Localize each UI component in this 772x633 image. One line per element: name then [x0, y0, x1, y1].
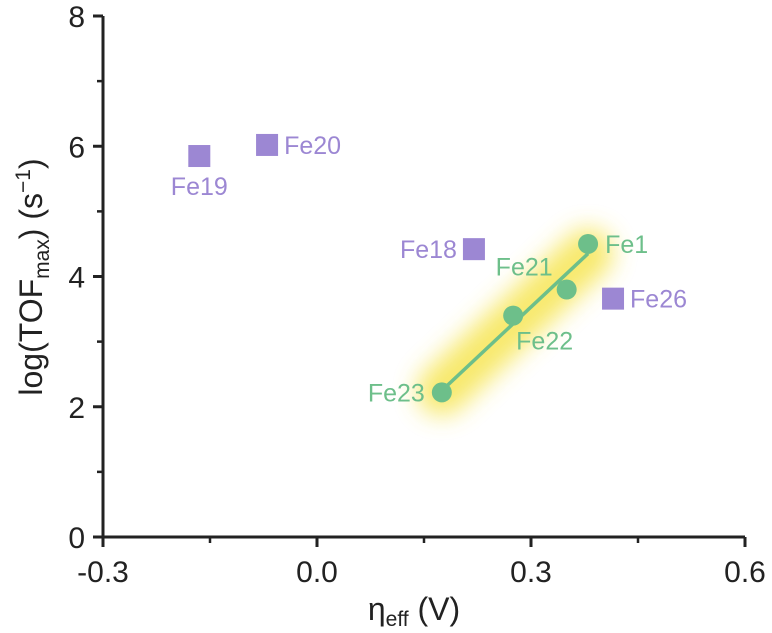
- x-axis-label: ηeff (V): [368, 591, 460, 631]
- x-axis-label-base: η: [368, 591, 386, 627]
- y-tick-label: 8: [68, 1, 85, 34]
- point-label: Fe23: [368, 379, 425, 407]
- x-tick-label: 0.3: [510, 556, 552, 589]
- y-axis-label-sup: −1: [12, 169, 35, 193]
- circle-marker: [556, 279, 577, 300]
- point-label: Fe20: [284, 132, 341, 160]
- y-axis-label-sub: max: [31, 239, 54, 279]
- axes: -0.3 0.0 0.3 0.6 0 2 4 6 8: [68, 1, 766, 589]
- y-tick-label: 4: [68, 262, 85, 295]
- y-tick-label: 2: [68, 392, 85, 425]
- circle-marker: [503, 305, 524, 326]
- point-labels: Fe19 Fe20 Fe18 Fe26 Fe1 Fe21 Fe22 Fe23: [171, 132, 687, 407]
- circle-marker: [431, 382, 452, 403]
- y-axis-label-mid: ) (s: [13, 193, 49, 239]
- point-label: Fe22: [516, 328, 573, 356]
- x-axis-label-sub: eff: [386, 608, 409, 631]
- y-tick-label: 0: [68, 522, 85, 555]
- point-label: Fe26: [630, 286, 687, 314]
- x-tick-label: 0.0: [296, 556, 338, 589]
- circle-marker: [578, 233, 599, 254]
- square-marker: [462, 238, 485, 261]
- point-label: Fe18: [400, 236, 457, 264]
- y-axis-label: log(TOFmax) (s−1): [12, 158, 54, 395]
- square-marker: [602, 287, 625, 310]
- x-tick-label: 0.6: [724, 556, 766, 589]
- y-axis-label-suffix: ): [13, 158, 49, 169]
- x-tick-label: -0.3: [77, 556, 129, 589]
- point-label: Fe21: [496, 254, 553, 282]
- y-axis-label-prefix: log(TOF: [13, 279, 49, 396]
- y-tick-label: 6: [68, 131, 85, 164]
- square-marker: [256, 133, 279, 156]
- data-points: [188, 133, 625, 403]
- x-axis-label-rest: (V): [409, 591, 461, 627]
- point-label: Fe19: [171, 173, 228, 201]
- point-label: Fe1: [605, 231, 648, 259]
- square-marker: [188, 145, 211, 168]
